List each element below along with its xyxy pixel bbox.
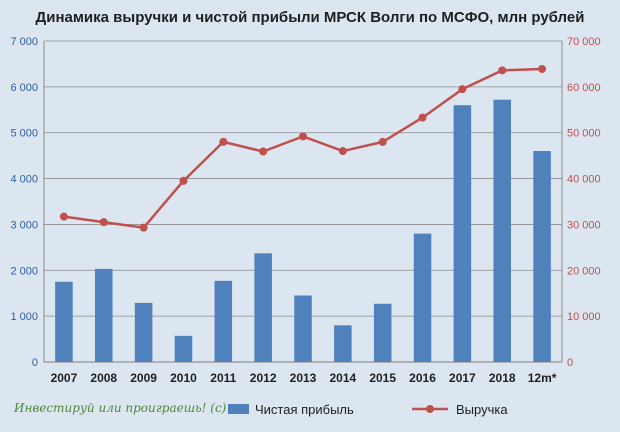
right-tick-label: 30 000: [567, 219, 601, 231]
x-tick-label: 2009: [130, 371, 157, 385]
left-tick-label: 0: [32, 357, 38, 369]
bar: [214, 280, 233, 362]
left-tick-label: 5 000: [10, 128, 38, 140]
bar: [294, 295, 312, 362]
line-point: [299, 132, 307, 141]
left-tick-label: 3 000: [10, 219, 38, 231]
right-tick-label: 60 000: [567, 82, 601, 94]
x-axis: 2007 2008 2009 2010 2011 2012 2013 2014 2015 2016…: [51, 371, 557, 385]
left-tick-label: 7 000: [10, 36, 38, 48]
legend-label-revenue: Выручка: [456, 402, 508, 417]
x-tick-label: 2018: [489, 371, 516, 385]
x-tick-label: 2015: [369, 371, 396, 385]
left-axis: 0 1 000 2 000 3 000 4 000 5 000 6 000 7 000: [10, 36, 38, 369]
bar: [533, 151, 551, 362]
line-point: [338, 147, 347, 156]
chart-title: Динамика выручки и чистой прибыли МРСК В…: [36, 9, 585, 26]
line-point: [498, 66, 507, 75]
legend-label-profit: Чистая прибыль: [255, 402, 354, 417]
x-tick-label: 2011: [210, 371, 236, 385]
bar: [95, 268, 113, 362]
bar: [493, 99, 511, 362]
legend: Чистая прибыль Выручка: [228, 402, 508, 417]
left-tick-label: 4 000: [10, 174, 38, 186]
x-tick-label: 2007: [51, 371, 78, 385]
line-series: [59, 64, 547, 232]
legend-swatch-bar: [228, 404, 249, 414]
right-tick-label: 50 000: [567, 128, 601, 140]
bar: [373, 303, 392, 362]
legend-swatch-marker: [426, 405, 434, 413]
line-point: [378, 137, 387, 146]
right-tick-label: 20 000: [567, 265, 601, 277]
right-tick-label: 10 000: [567, 311, 601, 323]
right-axis: 0 10 000 20 000 30 000 40 000 50 000 60 000 70 …: [567, 36, 601, 369]
line-point: [219, 137, 228, 146]
watermark-text: Инвестируй или проиграешь! (c): [14, 401, 227, 415]
x-tick-label: 2013: [290, 371, 317, 385]
left-tick-label: 6 000: [10, 82, 38, 94]
line-point: [59, 212, 68, 221]
right-tick-label: 0: [567, 357, 573, 369]
bar: [413, 233, 432, 362]
bar: [174, 335, 193, 362]
line-point: [458, 85, 467, 94]
right-tick-label: 40 000: [567, 174, 601, 186]
line-point: [139, 223, 148, 232]
bar-series: [55, 99, 551, 362]
x-tick-label: 2008: [90, 371, 117, 385]
x-tick-label: 2012: [250, 371, 277, 385]
x-tick-label: 2010: [170, 371, 197, 385]
line-point: [259, 147, 268, 156]
bar: [254, 253, 272, 362]
line-point: [538, 64, 547, 73]
line-point: [418, 113, 427, 122]
left-tick-label: 2 000: [10, 265, 38, 277]
x-tick-label: 2014: [329, 371, 356, 385]
left-tick-label: 1 000: [10, 311, 38, 323]
right-tick-label: 70 000: [567, 36, 601, 48]
bar: [453, 105, 472, 362]
x-tick-label: 2016: [409, 371, 436, 385]
bar: [134, 302, 153, 362]
line-point: [179, 176, 188, 185]
x-tick-label: 12m*: [528, 371, 557, 385]
bar: [55, 281, 73, 362]
bar: [334, 325, 352, 362]
line-point: [99, 218, 108, 227]
x-tick-label: 2017: [449, 371, 476, 385]
